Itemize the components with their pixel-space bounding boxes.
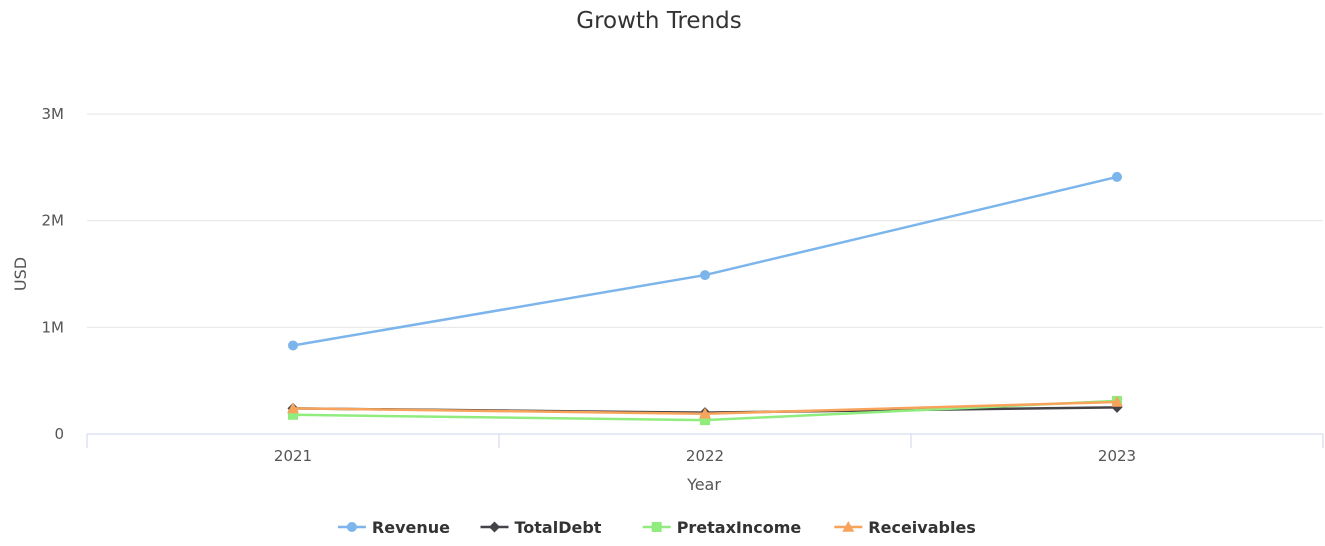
legend-marker-symbol xyxy=(346,522,357,532)
legend-item[interactable]: TotalDebt xyxy=(480,518,602,537)
x-tick-label: 2023 xyxy=(1098,447,1136,465)
series-revenue xyxy=(288,171,1122,351)
series-receivables xyxy=(287,396,1123,419)
x-tick-label: 2022 xyxy=(686,447,724,465)
legend-item[interactable]: Revenue xyxy=(337,518,450,537)
y-tick-label: 1M xyxy=(42,318,65,336)
series-line xyxy=(291,175,1119,347)
legend-item[interactable]: Receivables xyxy=(834,518,976,537)
data-point xyxy=(700,415,710,426)
y-axis-title: USD xyxy=(11,257,30,291)
x-tick-label: 2021 xyxy=(274,447,312,465)
legend-label: PretaxIncome xyxy=(677,518,802,537)
chart-title: Growth Trends xyxy=(576,8,742,34)
y-tick-label: 0 xyxy=(54,425,64,443)
data-point xyxy=(288,340,298,351)
legend: Revenue TotalDebt PretaxIncome Receivables xyxy=(337,518,976,537)
data-point xyxy=(700,270,710,281)
legend-label: Receivables xyxy=(868,518,976,537)
data-point xyxy=(1111,396,1123,407)
legend-label: Revenue xyxy=(372,518,450,537)
gridlines xyxy=(87,113,1323,328)
legend-marker-symbol xyxy=(489,521,500,533)
y-tick-label: 2M xyxy=(42,212,65,230)
x-axis-title: Year xyxy=(686,475,721,494)
legend-marker-symbol xyxy=(842,521,855,532)
legend-marker-symbol xyxy=(651,522,662,532)
legend-item[interactable]: PretaxIncome xyxy=(642,518,802,537)
data-point xyxy=(288,409,298,420)
series-lines xyxy=(287,171,1123,426)
data-point xyxy=(287,402,299,414)
legend-label: TotalDebt xyxy=(515,518,602,537)
axes: 0 1M 2M 3M 2021 2022 2023 xyxy=(42,105,1324,465)
data-point xyxy=(699,407,711,419)
data-point xyxy=(1112,171,1122,182)
y-tick-label: 3M xyxy=(42,105,65,123)
